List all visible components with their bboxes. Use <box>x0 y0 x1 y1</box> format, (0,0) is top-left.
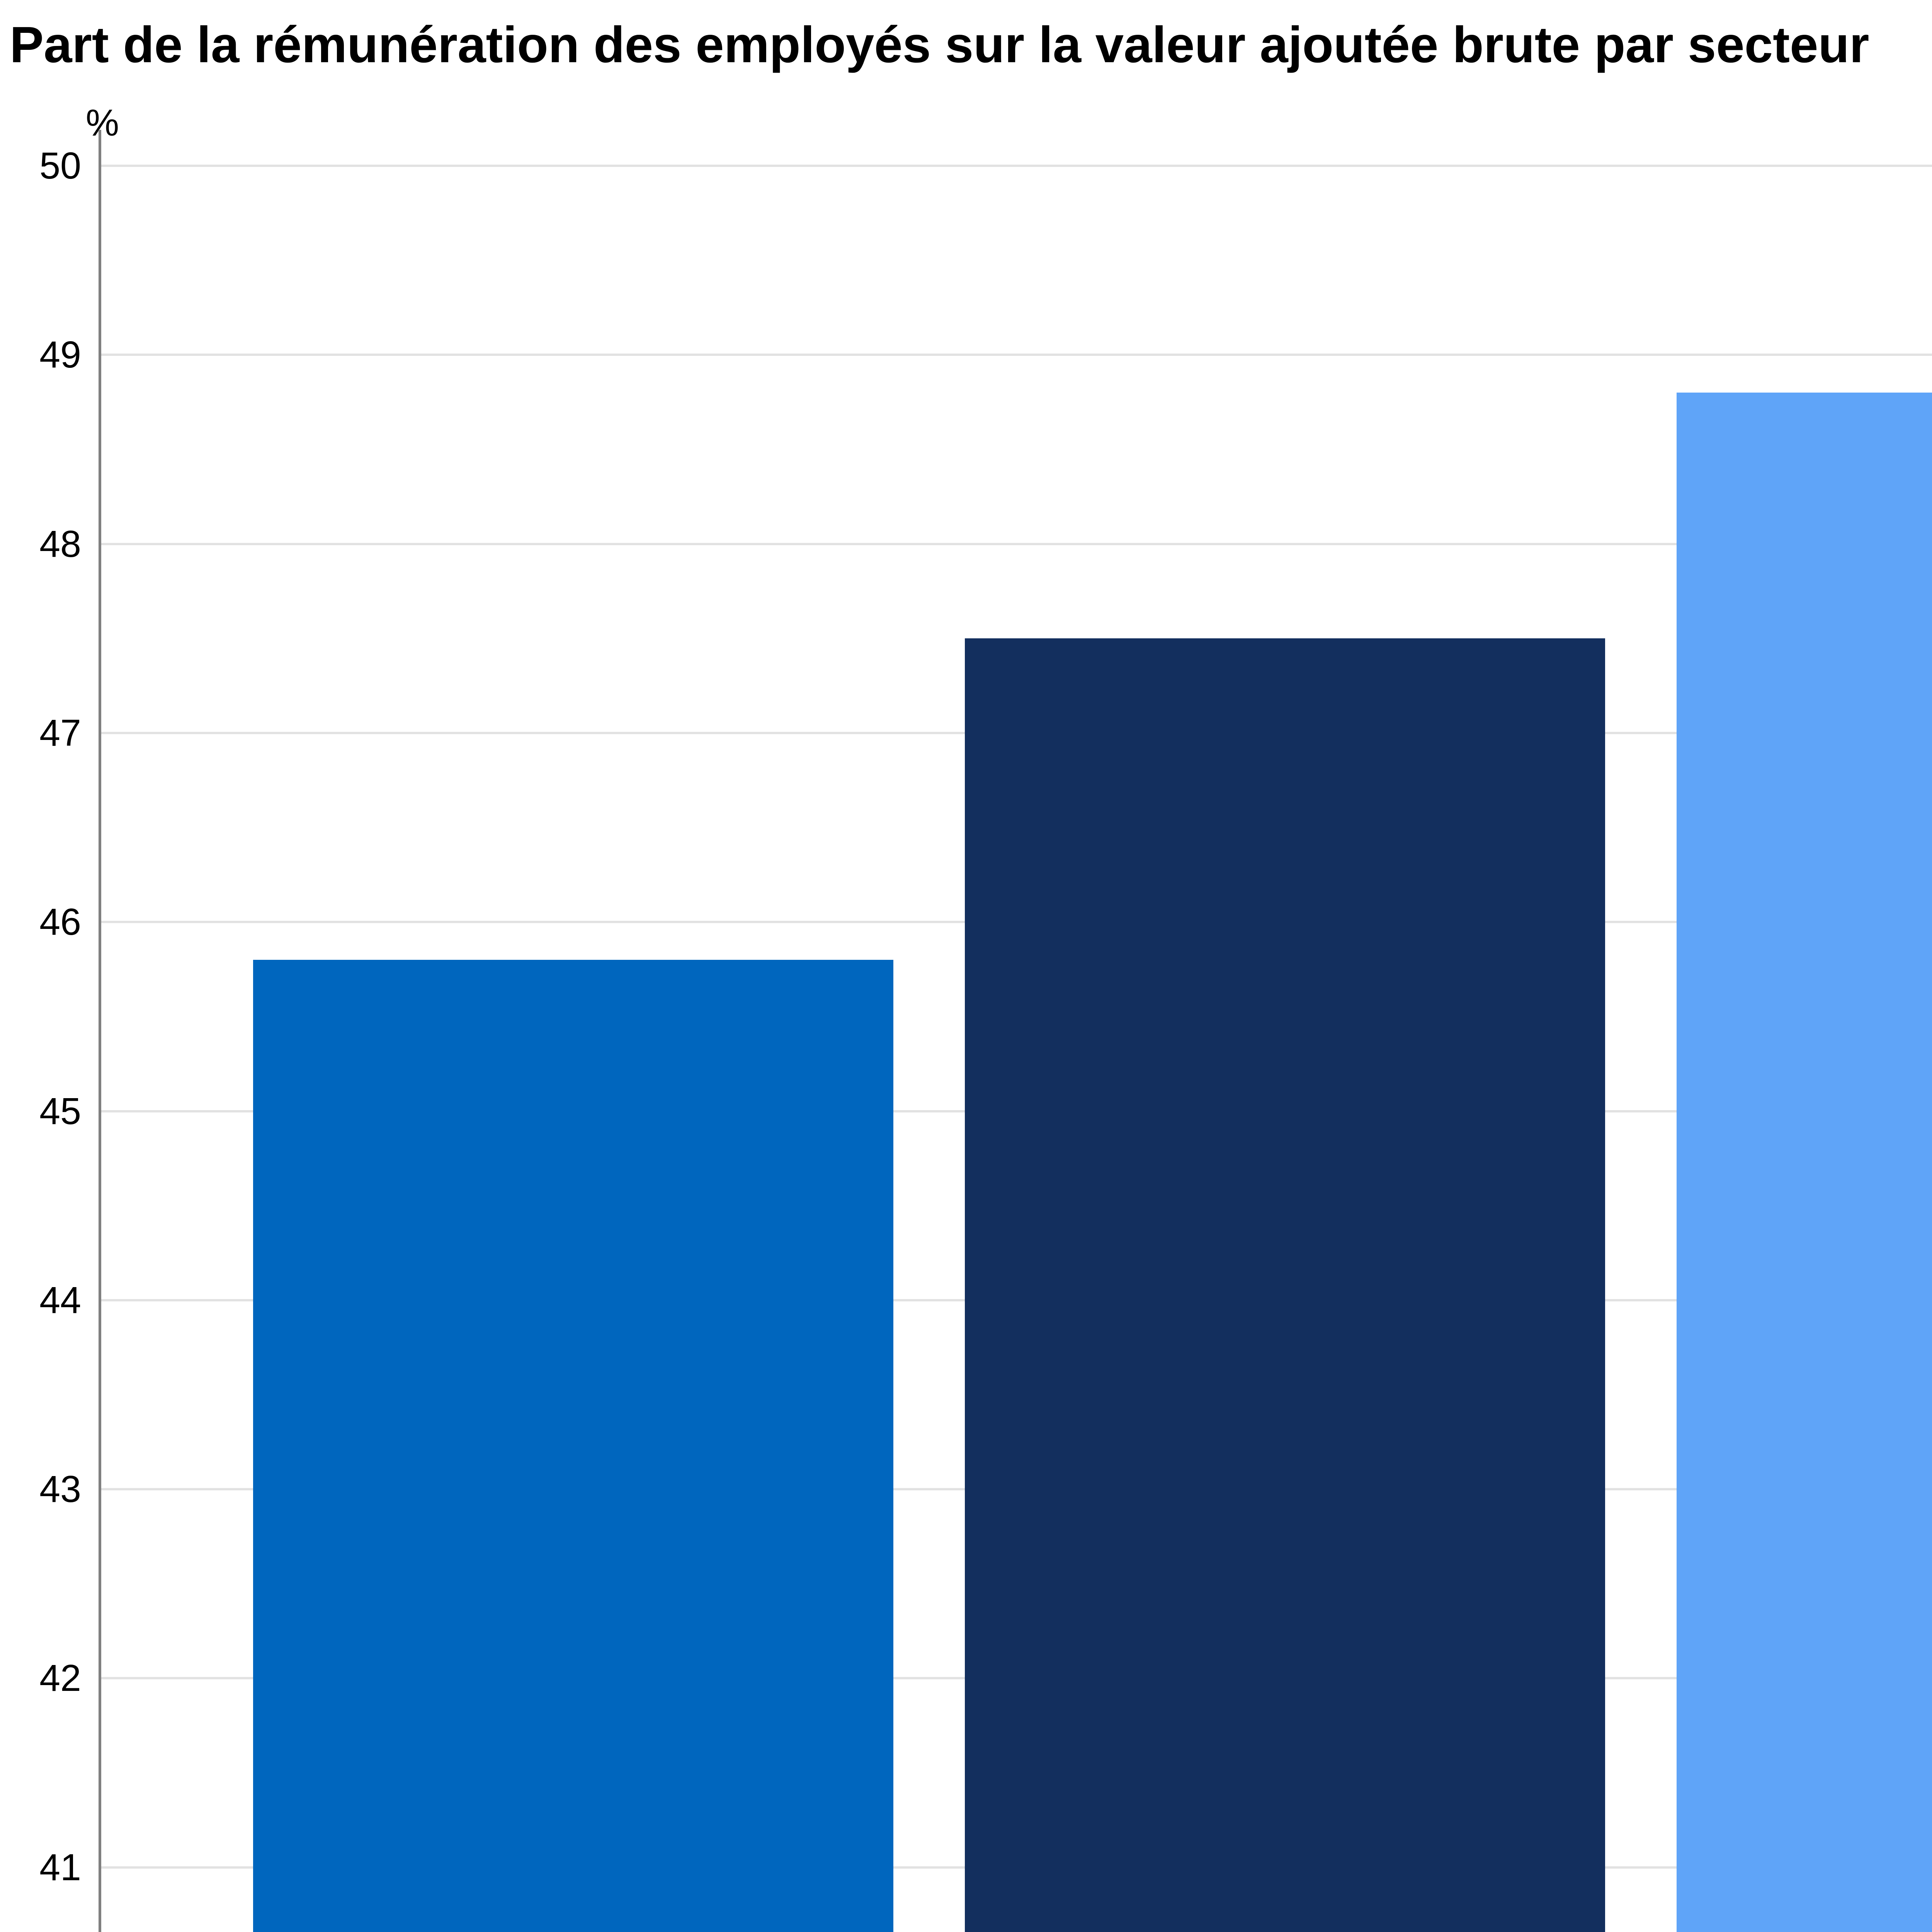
y-tick-label-43: 43 <box>39 1468 81 1510</box>
bar-3 <box>1677 393 1932 1932</box>
y-tick-label-47: 47 <box>39 711 81 754</box>
bar-1 <box>253 960 893 1932</box>
gridline-49 <box>100 354 1932 356</box>
y-tick-label-48: 48 <box>39 522 81 565</box>
y-tick-label-42: 42 <box>39 1657 81 1699</box>
y-tick-label-50: 50 <box>39 145 81 187</box>
y-tick-label-44: 44 <box>39 1279 81 1321</box>
bar-2 <box>965 638 1605 1932</box>
y-tick-label-49: 49 <box>39 333 81 376</box>
y-tick-label-45: 45 <box>39 1090 81 1132</box>
y-tick-label-41: 41 <box>39 1846 81 1888</box>
gridline-48 <box>100 543 1932 545</box>
y-axis-line <box>99 130 101 1932</box>
gridline-50 <box>100 165 1932 167</box>
y-tick-label-46: 46 <box>39 901 81 943</box>
y-axis-unit-label: % <box>85 102 119 144</box>
chart-title: Part de la rémunération des employés sur… <box>10 16 1869 73</box>
